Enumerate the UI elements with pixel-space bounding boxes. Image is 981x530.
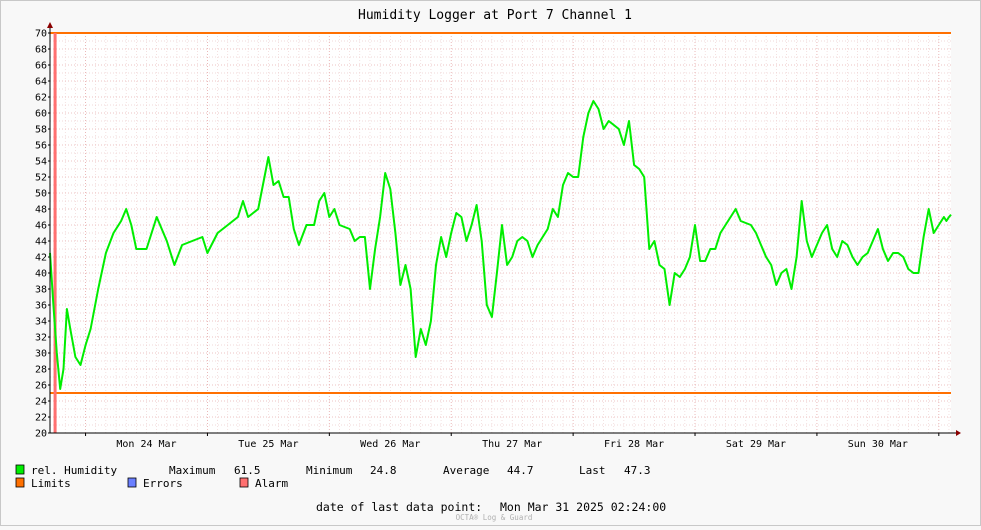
y-tick-label: 26 bbox=[35, 381, 47, 392]
y-tick-label: 28 bbox=[35, 365, 47, 376]
y-tick-label: 44 bbox=[35, 237, 47, 248]
grid bbox=[50, 32, 951, 436]
y-tick-label: 30 bbox=[35, 349, 47, 360]
legend-min-label: Minimum bbox=[306, 464, 353, 477]
watermark: OCTA® Log & Guard bbox=[456, 513, 533, 522]
x-tick-label: Fri 28 Mar bbox=[604, 439, 664, 450]
last-data-point-label: date of last data point: bbox=[316, 500, 482, 514]
x-axis-arrow bbox=[956, 430, 961, 436]
legend-last-value: 47.3 bbox=[624, 464, 651, 477]
x-tick-label: Tue 25 Mar bbox=[238, 439, 298, 450]
y-tick-label: 40 bbox=[35, 269, 47, 280]
y-tick-label: 50 bbox=[35, 189, 47, 200]
x-axis-ticks: Mon 24 Mar Tue 25 Mar Wed 26 Mar Thu 27 Mar… bbox=[116, 439, 908, 450]
legend-alarm-label: Alarm bbox=[255, 477, 288, 490]
x-tick-label: Wed 26 Mar bbox=[360, 439, 420, 450]
y-axis-arrow bbox=[47, 22, 53, 28]
legend-errors-label: Errors bbox=[143, 477, 183, 490]
y-tick-label: 46 bbox=[35, 221, 47, 232]
y-tick-label: 38 bbox=[35, 285, 47, 296]
y-axis-ticks: 20 22 24 26 28 30 32 34 36 38 40 42 44 46 48 50 52 54 56 58… bbox=[35, 29, 50, 440]
y-tick-label: 42 bbox=[35, 253, 47, 264]
y-tick-label: 60 bbox=[35, 109, 47, 120]
legend-limits-label: Limits bbox=[31, 477, 71, 490]
legend-swatch-alarm bbox=[239, 477, 249, 488]
y-tick-label: 32 bbox=[35, 333, 47, 344]
y-tick-label: 58 bbox=[35, 125, 47, 136]
humidity-series-line bbox=[49, 100, 952, 390]
legend-series-label: rel. Humidity bbox=[31, 464, 117, 477]
chart-title: Humidity Logger at Port 7 Channel 1 bbox=[358, 8, 632, 23]
legend-last-label: Last bbox=[579, 464, 606, 477]
legend-swatch-errors bbox=[127, 477, 137, 488]
y-tick-label: 64 bbox=[35, 77, 47, 88]
y-tick-label: 56 bbox=[35, 141, 47, 152]
y-tick-label: 66 bbox=[35, 61, 47, 72]
legend-avg-label: Average bbox=[443, 464, 489, 477]
legend-max-value: 61.5 bbox=[234, 464, 261, 477]
last-data-point-value: Mon Mar 31 2025 02:24:00 bbox=[500, 500, 666, 514]
y-tick-label: 24 bbox=[35, 397, 47, 408]
legend-swatch-humidity bbox=[15, 464, 25, 475]
x-tick-label: Thu 27 Mar bbox=[482, 439, 542, 450]
legend-max-label: Maximum bbox=[169, 464, 216, 477]
legend-min-value: 24.8 bbox=[370, 464, 397, 477]
x-tick-label: Sun 30 Mar bbox=[848, 439, 908, 450]
y-tick-label: 54 bbox=[35, 157, 47, 168]
y-tick-label: 62 bbox=[35, 93, 47, 104]
y-tick-label: 34 bbox=[35, 317, 47, 328]
y-tick-label: 36 bbox=[35, 301, 47, 312]
y-tick-label: 52 bbox=[35, 173, 47, 184]
y-tick-label: 48 bbox=[35, 205, 47, 216]
y-tick-label: 20 bbox=[35, 429, 47, 440]
x-tick-label: Mon 24 Mar bbox=[116, 439, 176, 450]
y-tick-label: 22 bbox=[35, 413, 47, 424]
legend-avg-value: 44.7 bbox=[507, 464, 534, 477]
legend-swatch-limits bbox=[15, 477, 25, 488]
y-tick-label: 70 bbox=[35, 29, 47, 40]
y-tick-label: 68 bbox=[35, 45, 47, 56]
x-tick-label: Sat 29 Mar bbox=[726, 439, 786, 450]
